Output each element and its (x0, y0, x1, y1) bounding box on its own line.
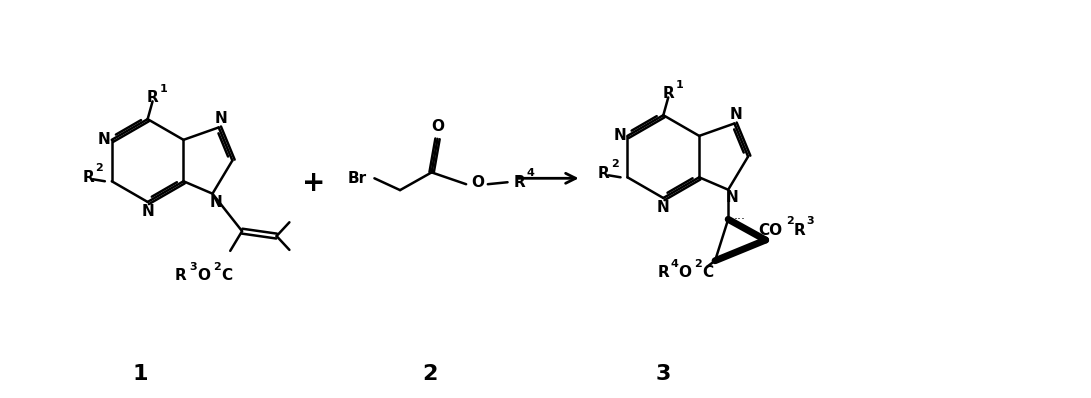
Text: 3: 3 (189, 261, 196, 272)
Text: R: R (146, 90, 158, 105)
Text: N: N (214, 111, 227, 126)
Text: 4: 4 (671, 259, 679, 269)
Text: R: R (514, 175, 525, 190)
Text: 3: 3 (656, 363, 671, 384)
Text: 1: 1 (159, 84, 167, 94)
Text: R: R (662, 86, 674, 101)
Text: N: N (141, 204, 154, 219)
Text: R: R (82, 170, 94, 185)
Text: Br: Br (348, 171, 368, 186)
Text: ...: ... (734, 209, 746, 222)
Text: N: N (97, 133, 110, 147)
Text: O: O (197, 268, 211, 283)
Text: R: R (175, 268, 187, 283)
Text: O: O (471, 175, 484, 190)
Text: CO: CO (758, 222, 782, 238)
Text: 2: 2 (422, 363, 437, 384)
Text: N: N (730, 107, 743, 122)
Text: 2: 2 (611, 160, 619, 170)
Text: O: O (678, 265, 691, 280)
Text: 3: 3 (806, 216, 814, 226)
Text: 2: 2 (95, 164, 103, 174)
Text: 2: 2 (695, 259, 703, 269)
Text: 2: 2 (214, 261, 221, 272)
Text: N: N (613, 129, 626, 143)
Text: N: N (726, 190, 739, 205)
Text: 2: 2 (787, 216, 794, 226)
Text: R: R (793, 222, 805, 238)
Text: R: R (598, 166, 610, 181)
Text: +: + (301, 169, 325, 197)
Text: 1: 1 (133, 363, 148, 384)
Text: R: R (658, 265, 670, 280)
Text: C: C (221, 268, 232, 283)
Text: N: N (211, 195, 223, 210)
Text: 4: 4 (526, 168, 535, 178)
Text: C: C (703, 265, 714, 280)
Text: 1: 1 (675, 80, 683, 90)
Text: N: N (657, 200, 670, 215)
Text: O: O (431, 119, 444, 134)
